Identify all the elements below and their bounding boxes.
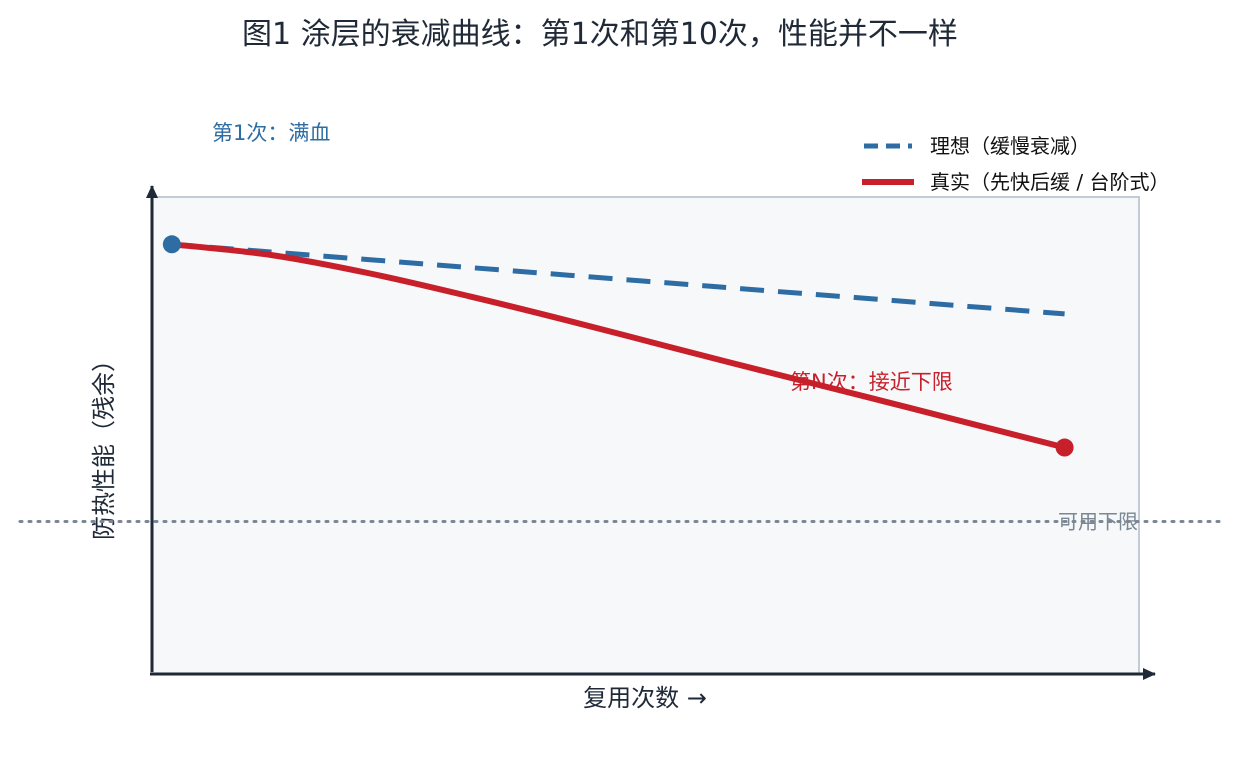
plot-area: [151, 196, 1140, 675]
start-annotation: 第1次：满血: [212, 121, 330, 145]
threshold-label: 可用下限: [1058, 509, 1138, 533]
end-point: [1055, 438, 1074, 457]
end-annotation: 第N次：接近下限: [790, 370, 953, 394]
series-line-real: [168, 241, 1068, 451]
start-point: [162, 235, 181, 254]
x-axis-label: 复用次数 →: [583, 684, 707, 712]
legend-label-real: 真实（先快后缓 / 台阶式）: [930, 170, 1169, 194]
legend: 理想（缓慢衰减） 真实（先快后缓 / 台阶式）: [862, 134, 1169, 194]
legend-label-ideal: 理想（缓慢衰减）: [930, 134, 1090, 158]
chart-title: 图1 涂层的衰减曲线：第1次和第10次，性能并不一样: [242, 17, 958, 52]
y-axis-label: 防热性能（残余）: [90, 348, 118, 540]
